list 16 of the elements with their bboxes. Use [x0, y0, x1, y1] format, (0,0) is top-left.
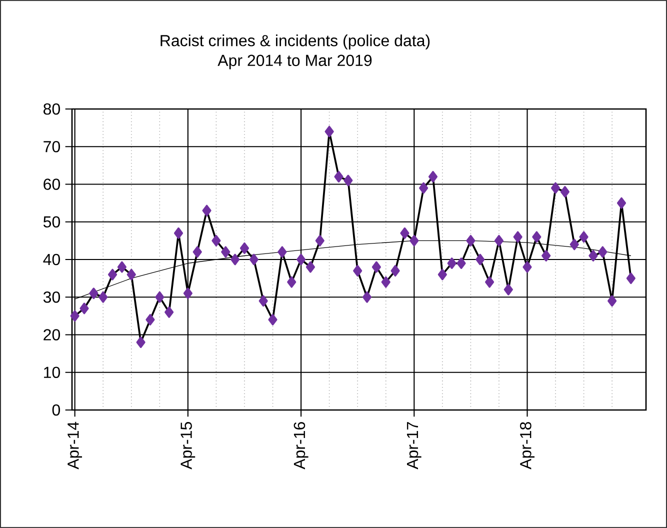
x-tick-label: Apr-15 [180, 422, 196, 470]
y-tick-label: 50 [43, 216, 60, 228]
y-tick-label: 60 [44, 178, 60, 190]
x-tick-label: Apr-14 [68, 422, 82, 470]
y-tick-label: 20 [44, 329, 60, 340]
y-tick-label: 0 [52, 404, 60, 416]
chart-subtitle: Apr 2014 to Mar 2019 [218, 54, 372, 70]
x-tick-label: Apr-17 [406, 422, 422, 470]
y-tick-label: 70 [44, 140, 60, 152]
x-tick-label: Apr-16 [294, 422, 308, 470]
y-tick-label: 40 [43, 254, 60, 266]
chart-title: Racist crimes & incidents (police data) [160, 34, 430, 50]
x-tick-label: Apr-18 [520, 422, 534, 470]
y-tick-label: 30 [43, 291, 60, 303]
y-tick-label: 80 [44, 103, 60, 115]
y-tick-label: 10 [44, 366, 60, 378]
